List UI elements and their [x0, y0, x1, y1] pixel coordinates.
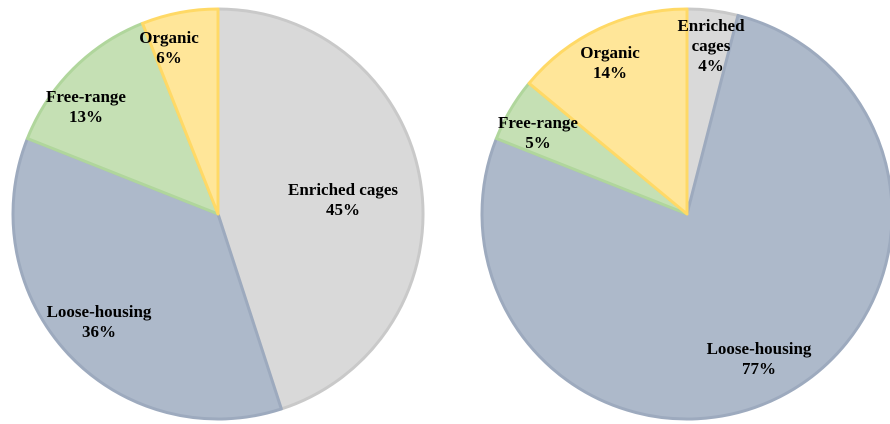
pie-chart-right: Enriched cages 4% Loose-housing 77% Free-rang… — [480, 7, 890, 421]
pie-slice-free-range — [25, 21, 220, 216]
pie-slice-loose-housing — [11, 137, 283, 421]
slice-percent: 36% — [82, 322, 116, 341]
slice-category: Loose-housing — [707, 339, 812, 358]
pie-slice-organic — [527, 7, 689, 216]
slice-category: Free-range — [498, 113, 578, 132]
slice-category: Organic — [580, 43, 640, 62]
pie-slice-organic — [141, 7, 220, 216]
slice-category: cages — [692, 36, 731, 55]
slice-percent: 45% — [326, 200, 360, 219]
slice-category: Free-range — [46, 87, 126, 106]
slice-label-enriched-cages: Enriched cages 45% — [288, 180, 398, 219]
slice-label-free-range: Free-range 5% — [498, 113, 578, 152]
slice-percent: 14% — [593, 63, 627, 82]
slice-percent: 5% — [525, 133, 551, 152]
slice-category: Organic — [139, 28, 199, 47]
slice-percent: 13% — [69, 107, 103, 126]
slice-label-free-range: Free-range 13% — [46, 87, 126, 126]
slice-percent: 77% — [742, 359, 776, 378]
slice-label-loose-housing: Loose-housing 77% — [707, 339, 812, 378]
slice-category: Enriched — [677, 16, 745, 35]
slice-label-organic: Organic 14% — [580, 43, 640, 82]
slice-category: Enriched cages — [288, 180, 398, 199]
slice-category: Loose-housing — [47, 302, 152, 321]
slice-percent: 4% — [698, 56, 724, 75]
pie-slice-loose-housing — [480, 13, 890, 421]
slice-label-organic: Organic 6% — [139, 28, 199, 67]
slice-percent: 6% — [156, 48, 182, 67]
pie-slice-enriched-cages — [216, 7, 425, 411]
slice-label-enriched-cages: Enriched cages 4% — [677, 16, 745, 75]
slice-label-loose-housing: Loose-housing 36% — [47, 302, 152, 341]
pie-chart-left: Enriched cages 45% Loose-housing 36% Free-ra… — [11, 7, 425, 421]
